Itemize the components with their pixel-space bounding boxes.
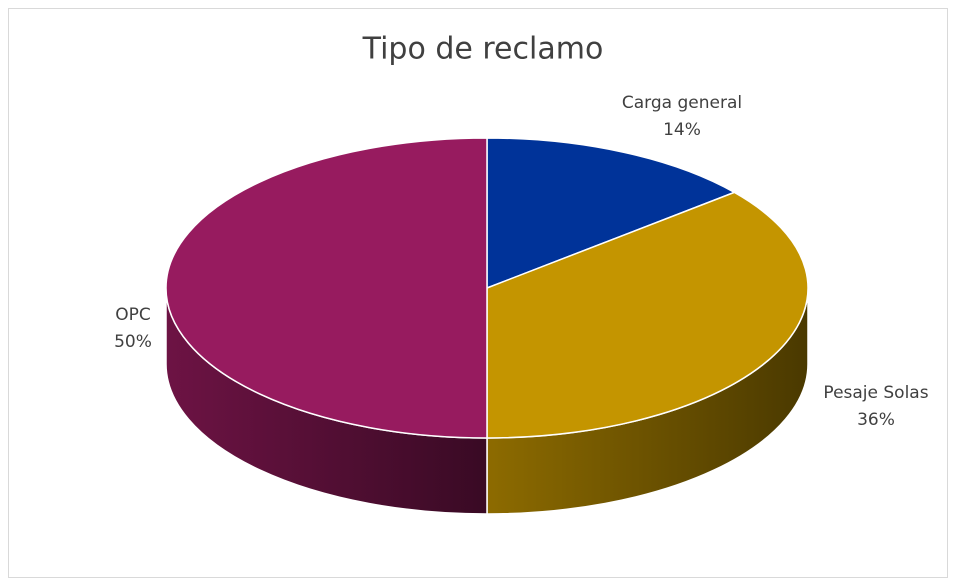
pie-slice (486, 137, 737, 290)
slice-label: OPC (115, 305, 151, 325)
slice-label: Pesaje Solas (823, 383, 928, 403)
pie-slice (165, 137, 488, 439)
slice-value-label: 14% (663, 120, 701, 140)
slice-label: Carga general (622, 93, 742, 113)
slice-value-label: 36% (857, 410, 895, 430)
slice-value-label: 50% (114, 332, 152, 352)
chart-title: Tipo de reclamo (362, 32, 604, 67)
pie-slice (486, 191, 809, 439)
